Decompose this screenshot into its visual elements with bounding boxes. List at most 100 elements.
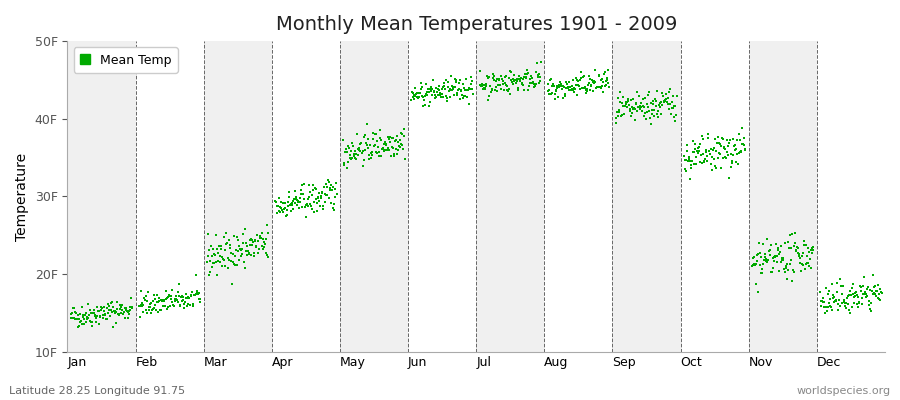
Point [112,302,127,308]
Point [832,302,847,309]
Point [816,298,831,305]
Point [860,291,874,297]
Point [139,307,153,313]
Point [554,83,569,89]
Point [859,294,873,301]
Point [273,209,287,215]
Point [122,308,136,314]
Point [719,148,733,155]
Point [629,101,643,107]
Point [292,198,306,204]
Point [397,126,411,132]
Point [632,93,646,99]
Point [560,80,574,87]
Point [846,291,860,297]
Point [684,162,698,168]
Point [542,87,556,94]
Point [420,86,435,92]
Point [750,257,764,264]
Point [799,260,814,266]
Point [151,299,166,305]
Point [832,276,847,282]
Point [509,78,524,84]
Point [628,116,643,123]
Point [784,244,798,251]
Point [101,301,115,308]
Point [792,253,806,259]
Point [719,155,733,161]
Point [776,257,790,264]
Point [452,80,466,86]
Point [370,150,384,156]
Point [340,149,355,156]
Point [870,295,885,302]
Point [669,118,683,124]
Point [392,147,406,154]
Point [358,146,373,153]
Point [133,302,148,309]
Point [534,59,548,66]
Point [864,308,878,314]
Point [394,142,409,148]
Point [284,200,298,207]
Point [664,99,679,105]
Point [473,82,488,89]
Point [175,292,189,299]
Point [248,244,263,250]
Point [707,135,722,142]
Point [111,310,125,317]
Point [754,270,769,276]
Point [390,151,404,157]
Point [282,189,296,196]
Point [205,260,220,266]
Point [592,72,607,78]
Point [107,308,122,314]
Point [800,253,814,259]
Point [562,84,577,90]
Point [868,283,883,290]
Point [97,304,112,310]
Point [460,94,474,100]
Point [231,248,246,254]
Point [479,83,493,90]
Point [103,312,117,319]
Point [296,196,310,203]
Point [698,148,713,155]
Point [326,184,340,190]
Point [572,82,586,89]
Point [824,296,838,302]
Point [336,136,350,143]
Point [704,146,718,152]
Point [374,152,388,159]
Point [230,234,244,240]
Point [396,146,410,152]
Point [736,141,751,147]
Point [591,84,606,90]
Point [413,79,428,86]
Point [152,295,166,302]
Point [680,168,694,174]
Point [283,194,297,200]
Point [543,76,557,83]
Point [548,90,562,97]
Point [745,262,760,268]
Point [116,311,130,317]
Point [706,156,721,162]
Point [80,314,94,320]
Point [661,101,675,108]
Point [485,70,500,77]
Point [760,236,774,242]
Point [476,85,491,92]
Point [310,195,325,201]
Point [842,288,857,294]
Point [207,260,221,266]
Point [522,79,536,86]
Point [547,83,562,89]
Point [613,89,627,95]
Point [204,252,219,259]
Point [529,80,544,87]
Point [447,84,462,90]
Point [581,80,596,87]
Point [796,262,810,268]
Point [570,92,584,98]
